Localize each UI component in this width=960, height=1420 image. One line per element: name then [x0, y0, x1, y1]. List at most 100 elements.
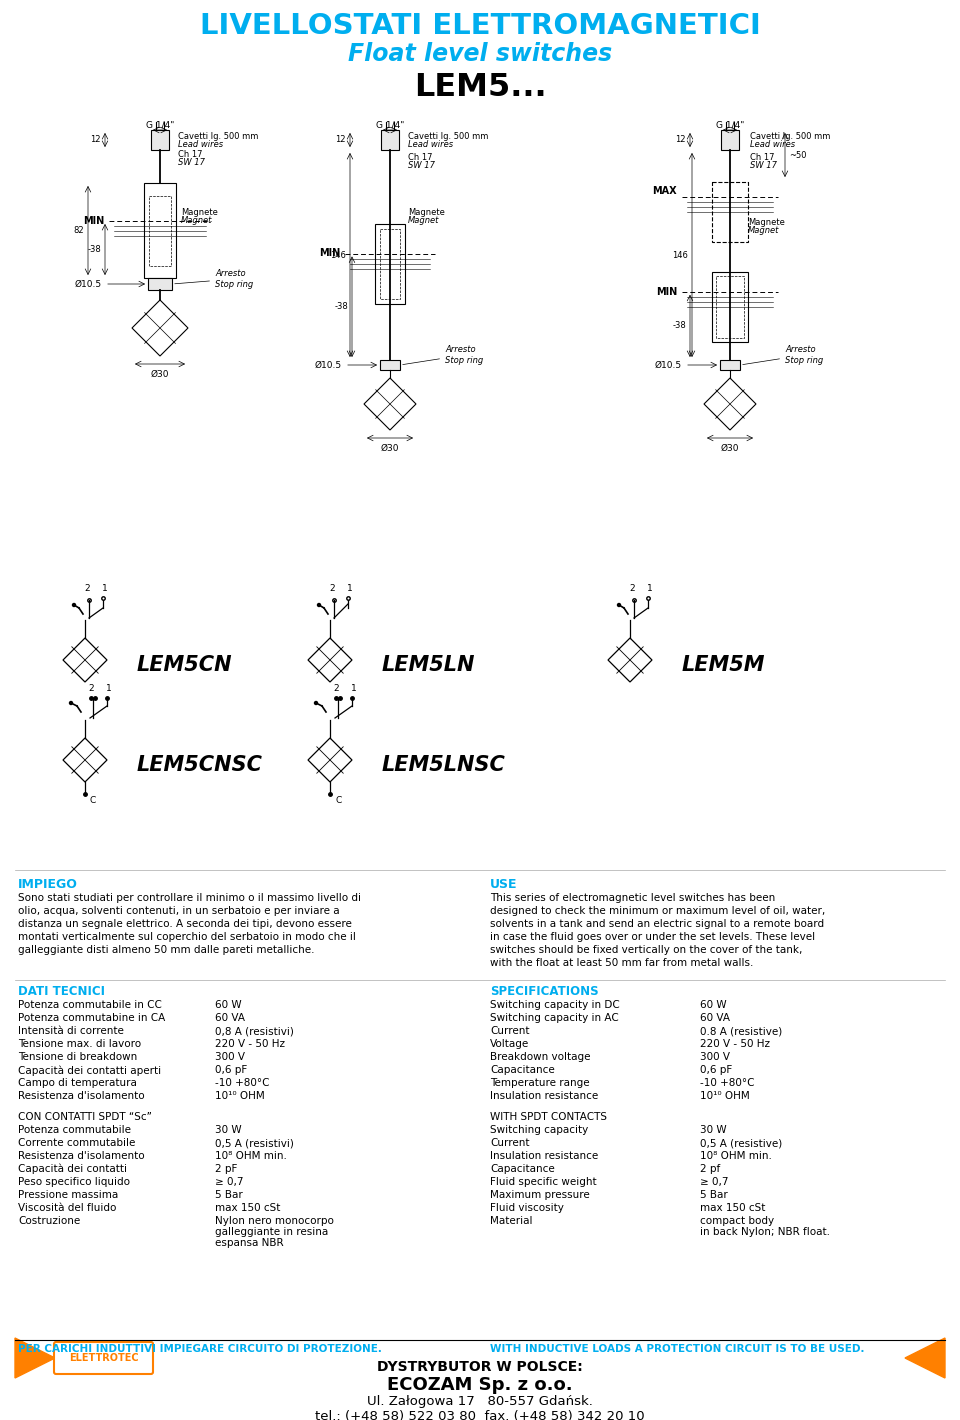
Text: Ø30: Ø30 — [151, 371, 169, 379]
Text: galleggiante in resina: galleggiante in resina — [215, 1227, 328, 1237]
Text: G 1/4": G 1/4" — [716, 121, 744, 129]
Text: Potenza commutabile: Potenza commutabile — [18, 1125, 131, 1135]
Text: LEM5LN: LEM5LN — [382, 655, 475, 674]
Text: MIN: MIN — [83, 216, 104, 226]
Text: 2: 2 — [329, 584, 335, 594]
Text: 1: 1 — [351, 684, 357, 693]
Circle shape — [318, 604, 321, 606]
Text: with the float at least 50 mm far from metal walls.: with the float at least 50 mm far from m… — [490, 959, 754, 968]
Text: Magnete: Magnete — [748, 219, 785, 227]
Text: Lead wires: Lead wires — [178, 141, 223, 149]
Text: max 150 cSt: max 150 cSt — [700, 1203, 765, 1213]
Text: Fluid viscosity: Fluid viscosity — [490, 1203, 564, 1213]
Text: Capacitance: Capacitance — [490, 1164, 555, 1174]
Text: 146: 146 — [672, 250, 688, 260]
Text: IMPIEGO: IMPIEGO — [18, 878, 78, 890]
Text: 0.8 A (resistive): 0.8 A (resistive) — [700, 1027, 782, 1037]
Text: Peso specifico liquido: Peso specifico liquido — [18, 1177, 130, 1187]
Text: 1: 1 — [102, 584, 108, 594]
Text: Ø10.5: Ø10.5 — [315, 361, 342, 369]
Bar — [716, 275, 744, 338]
Text: montati verticalmente sul coperchio del serbatoio in modo che il: montati verticalmente sul coperchio del … — [18, 932, 356, 941]
Text: 220 V - 50 Hz: 220 V - 50 Hz — [700, 1039, 770, 1049]
Text: 300 V: 300 V — [215, 1052, 245, 1062]
Text: -38: -38 — [334, 302, 348, 311]
Text: Ul. Załogowa 17   80-557 Gdańsk.: Ul. Załogowa 17 80-557 Gdańsk. — [367, 1394, 593, 1409]
Text: 2 pF: 2 pF — [215, 1164, 237, 1174]
Text: ~50: ~50 — [789, 151, 806, 159]
FancyBboxPatch shape — [54, 1342, 153, 1375]
Text: tel.: (+48 58) 522 03 80  fax. (+48 58) 342 20 10: tel.: (+48 58) 522 03 80 fax. (+48 58) 3… — [315, 1410, 645, 1420]
Text: MAX: MAX — [653, 186, 677, 196]
Text: -10 +80°C: -10 +80°C — [215, 1078, 270, 1088]
Text: USE: USE — [490, 878, 517, 890]
Text: 10¹⁰ OHM: 10¹⁰ OHM — [215, 1091, 265, 1100]
Bar — [151, 131, 169, 151]
Text: 0,6 pF: 0,6 pF — [700, 1065, 732, 1075]
Text: Costruzione: Costruzione — [18, 1216, 81, 1225]
Text: ECOZAM Sp. z o.o.: ECOZAM Sp. z o.o. — [387, 1376, 573, 1394]
Text: 5 Bar: 5 Bar — [215, 1190, 243, 1200]
Text: 220 V - 50 Hz: 220 V - 50 Hz — [215, 1039, 285, 1049]
Text: Viscosità del fluido: Viscosità del fluido — [18, 1203, 116, 1213]
Text: Ch 17: Ch 17 — [750, 153, 775, 162]
Text: Arresto
Stop ring: Arresto Stop ring — [403, 345, 483, 365]
Text: 2 pf: 2 pf — [700, 1164, 720, 1174]
Text: Capacità dei contatti: Capacità dei contatti — [18, 1164, 127, 1174]
Text: Magnet: Magnet — [408, 216, 440, 224]
Text: G 1/4": G 1/4" — [375, 121, 404, 129]
Text: in case the fluid goes over or under the set levels. These level: in case the fluid goes over or under the… — [490, 932, 815, 941]
Bar — [721, 131, 739, 151]
Text: Temperature range: Temperature range — [490, 1078, 589, 1088]
Text: Insulation resistance: Insulation resistance — [490, 1091, 598, 1100]
Bar — [712, 182, 748, 241]
Text: ≥ 0,7: ≥ 0,7 — [215, 1177, 244, 1187]
Text: 2: 2 — [629, 584, 635, 594]
Text: LEM5CNSC: LEM5CNSC — [137, 755, 263, 775]
Text: MIN: MIN — [656, 287, 677, 297]
Text: Current: Current — [490, 1027, 530, 1037]
Text: Corrente commutabile: Corrente commutabile — [18, 1137, 135, 1147]
Text: 300 V: 300 V — [700, 1052, 730, 1062]
Text: Ø30: Ø30 — [721, 444, 739, 453]
Text: LEM5M: LEM5M — [682, 655, 765, 674]
Text: Lead wires: Lead wires — [408, 141, 453, 149]
Text: ≥ 0,7: ≥ 0,7 — [700, 1177, 729, 1187]
Text: Tensione di breakdown: Tensione di breakdown — [18, 1052, 137, 1062]
Text: Resistenza d'isolamento: Resistenza d'isolamento — [18, 1152, 145, 1162]
Text: 1: 1 — [348, 584, 353, 594]
Text: Voltage: Voltage — [490, 1039, 529, 1049]
Text: switches should be fixed vertically on the cover of the tank,: switches should be fixed vertically on t… — [490, 944, 803, 956]
Text: LIVELLOSTATI ELETTROMAGNETICI: LIVELLOSTATI ELETTROMAGNETICI — [200, 11, 760, 40]
Text: 82: 82 — [73, 226, 84, 234]
Text: Magnete: Magnete — [408, 207, 444, 217]
Text: olio, acqua, solventi contenuti, in un serbatoio e per inviare a: olio, acqua, solventi contenuti, in un s… — [18, 906, 340, 916]
Text: Ø10.5: Ø10.5 — [655, 361, 682, 369]
Text: 60 W: 60 W — [700, 1000, 727, 1010]
Text: compact body: compact body — [700, 1216, 774, 1225]
Text: DATI TECNICI: DATI TECNICI — [18, 985, 105, 998]
Text: WITH SPDT CONTACTS: WITH SPDT CONTACTS — [490, 1112, 607, 1122]
Text: espansa NBR: espansa NBR — [215, 1238, 283, 1248]
Text: Ch 17: Ch 17 — [178, 151, 203, 159]
Bar — [149, 196, 171, 266]
Bar — [381, 131, 399, 151]
Text: -38: -38 — [672, 321, 686, 331]
Text: Material: Material — [490, 1216, 533, 1225]
Circle shape — [315, 701, 318, 704]
Text: 1: 1 — [107, 684, 112, 693]
Text: Potenza commutabile in CC: Potenza commutabile in CC — [18, 1000, 162, 1010]
Bar — [380, 361, 400, 371]
Circle shape — [617, 604, 620, 606]
Text: Magnet: Magnet — [181, 216, 212, 224]
Text: 1: 1 — [647, 584, 653, 594]
Bar — [380, 229, 400, 298]
Text: WITH INDUCTIVE LOADS A PROTECTION CIRCUIT IS TO BE USED.: WITH INDUCTIVE LOADS A PROTECTION CIRCUI… — [490, 1343, 865, 1355]
Text: distanza un segnale elettrico. A seconda dei tipi, devono essere: distanza un segnale elettrico. A seconda… — [18, 919, 352, 929]
Text: SW 17: SW 17 — [408, 160, 435, 170]
Text: ELETTROTEC: ELETTROTEC — [69, 1353, 139, 1363]
Text: 10¹⁰ OHM: 10¹⁰ OHM — [700, 1091, 750, 1100]
Polygon shape — [905, 1338, 945, 1377]
Text: 12: 12 — [335, 135, 346, 145]
Text: LEM5CN: LEM5CN — [137, 655, 232, 674]
